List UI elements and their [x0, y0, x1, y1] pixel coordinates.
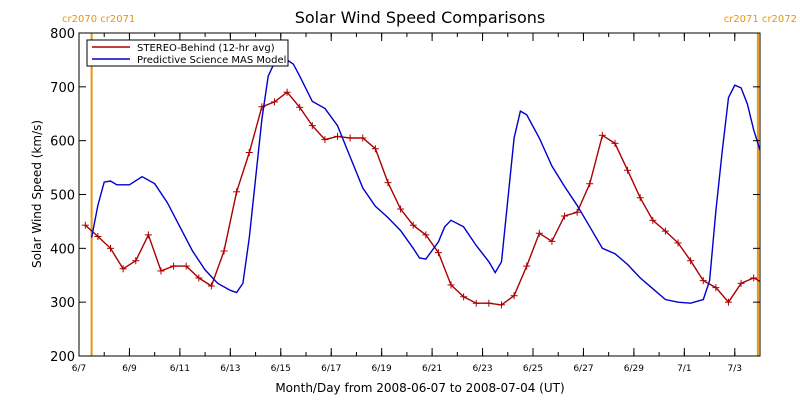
legend-label-stereo-behind: STEREO-Behind (12-hr avg) — [137, 43, 275, 54]
data-point — [245, 149, 253, 157]
legend-label-mas-model: Predictive Science MAS Model — [137, 55, 286, 66]
carrington-marker-label: cr2071 cr2072 — [724, 14, 797, 25]
data-point — [535, 229, 543, 237]
legend-box — [86, 39, 289, 67]
x-tick-label: 6/13 — [220, 364, 240, 374]
data-point — [334, 132, 342, 140]
data-point — [144, 231, 152, 239]
data-point — [712, 284, 720, 292]
y-tick-label: 400 — [50, 242, 75, 257]
x-tick-label: 7/3 — [728, 364, 742, 374]
data-point — [472, 299, 480, 307]
data-point — [687, 257, 695, 265]
x-tick-label: 6/17 — [321, 364, 341, 374]
y-tick-label: 700 — [50, 81, 75, 96]
y-tick-label: 200 — [50, 350, 75, 365]
data-point — [195, 274, 203, 282]
data-point — [371, 145, 379, 153]
data-point — [409, 221, 417, 229]
carrington-marker-label: cr2070 cr2071 — [62, 14, 135, 25]
data-point — [81, 221, 89, 229]
data-point — [94, 232, 102, 240]
x-tick-label: 6/25 — [523, 364, 543, 374]
data-point — [699, 277, 707, 285]
x-tick-label: 6/9 — [122, 364, 137, 374]
data-point — [523, 262, 531, 270]
series-line-1 — [90, 59, 760, 304]
data-point — [724, 298, 732, 306]
data-point — [661, 227, 669, 235]
y-tick-label: 600 — [50, 135, 75, 150]
data-point — [434, 249, 442, 257]
data-point — [737, 279, 745, 287]
x-tick-label: 6/27 — [573, 364, 593, 374]
data-point — [170, 262, 178, 270]
data-point — [611, 139, 619, 147]
data-point — [157, 267, 165, 275]
series-layer — [81, 59, 760, 309]
data-point — [586, 180, 594, 188]
y-axis-label: Solar Wind Speed (km/s) — [30, 120, 44, 268]
y-tick-label: 800 — [50, 27, 75, 42]
x-tick-label: 6/7 — [72, 364, 86, 374]
data-point — [283, 88, 291, 96]
data-point — [107, 244, 115, 252]
data-point — [182, 262, 190, 270]
data-point — [649, 216, 657, 224]
x-tick-label: 6/11 — [170, 364, 190, 374]
data-point — [750, 274, 758, 282]
chart-title: Solar Wind Speed Comparisons — [295, 8, 546, 27]
x-axis-label: Month/Day from 2008-06-07 to 2008-07-04 … — [275, 381, 564, 395]
x-tick-label: 6/15 — [271, 364, 291, 374]
y-tick-label: 500 — [50, 189, 75, 204]
data-point — [233, 188, 241, 196]
data-point — [207, 282, 215, 290]
data-point — [561, 212, 569, 220]
data-point — [132, 257, 140, 265]
x-tick-label: 6/21 — [422, 364, 442, 374]
data-point — [359, 134, 367, 142]
data-point — [422, 231, 430, 239]
plot-frame — [78, 32, 761, 357]
legend: STEREO-Behind (12-hr avg) Predictive Sci… — [86, 39, 289, 67]
data-point — [346, 134, 354, 142]
data-point — [510, 292, 518, 300]
data-point — [636, 194, 644, 202]
data-point — [119, 265, 127, 273]
data-point — [296, 103, 304, 111]
data-point — [308, 122, 316, 130]
data-point — [397, 205, 405, 213]
data-point — [485, 299, 493, 307]
data-point — [447, 281, 455, 289]
data-point — [220, 247, 228, 255]
x-tick-label: 6/29 — [624, 364, 644, 374]
data-point — [573, 208, 581, 216]
data-point — [624, 166, 632, 174]
y-tick-label: 300 — [50, 296, 75, 311]
x-tick-label: 6/19 — [372, 364, 392, 374]
data-point — [384, 179, 392, 187]
data-point — [598, 131, 606, 139]
data-point — [460, 293, 468, 301]
data-point — [548, 237, 556, 245]
x-tick-label: 7/1 — [677, 364, 691, 374]
data-point — [674, 239, 682, 247]
data-point — [497, 301, 505, 309]
data-point — [270, 98, 278, 106]
data-point — [321, 136, 329, 144]
x-tick-label: 6/23 — [472, 364, 492, 374]
